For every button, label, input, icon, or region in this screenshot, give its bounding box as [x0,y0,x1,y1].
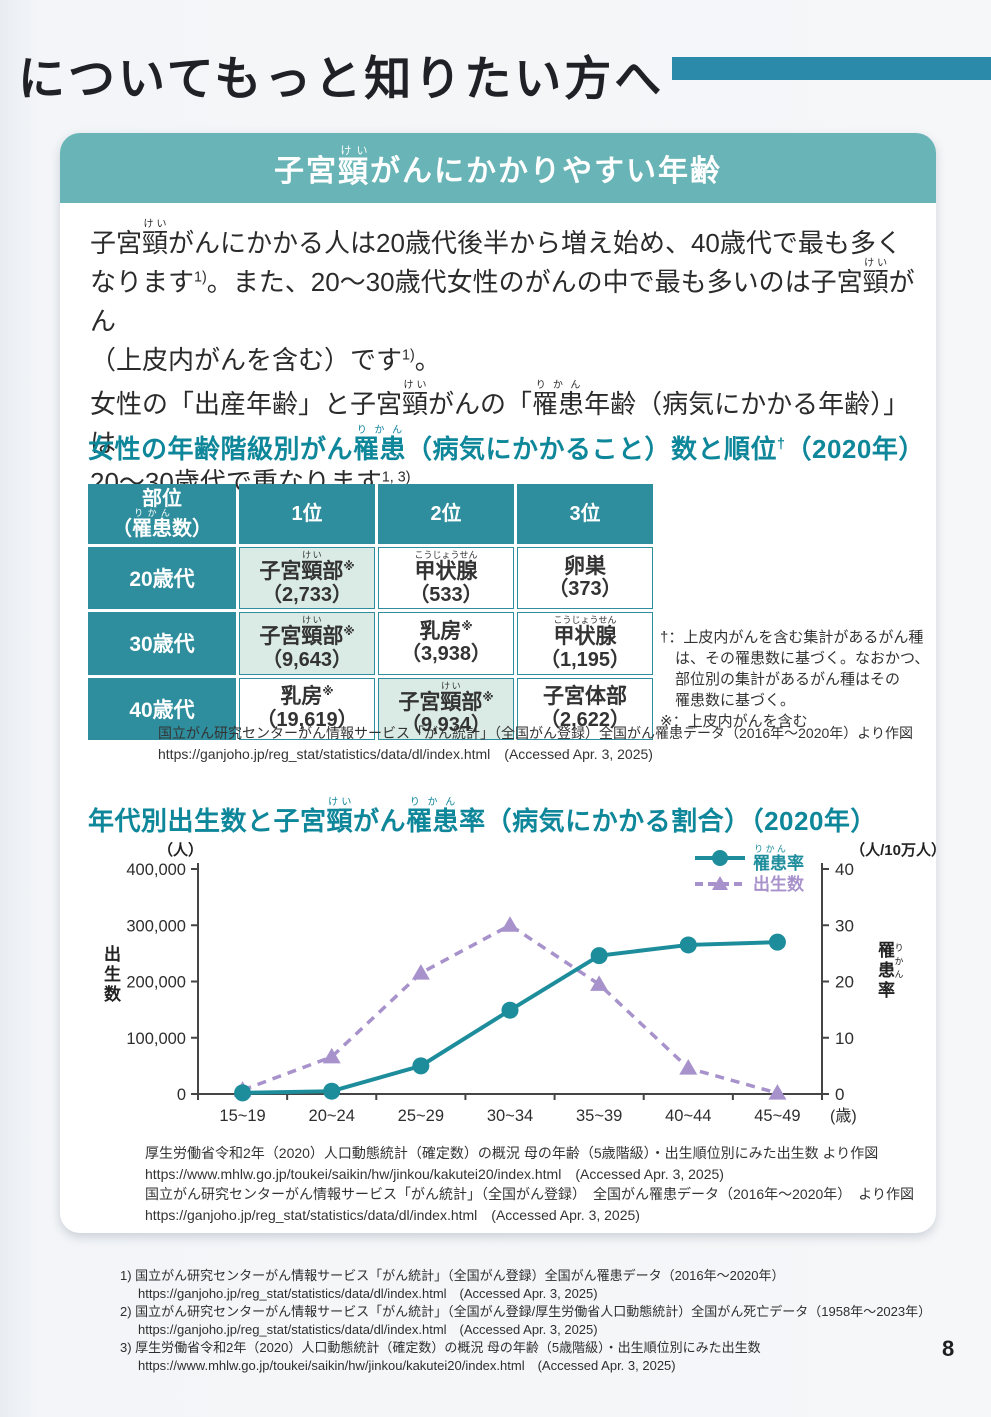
legend-item-罹患率: 罹患りかん率 [693,844,804,873]
svg-text:200,000: 200,000 [126,974,186,992]
cancer-rank-table: 部位 （罹患りかん数） 1位 2位 3位 20歳代 子宮頸けい部※ （2,733） 甲状腺こう… [85,481,656,743]
rank-cell: 子宮体部 （2,622） [517,677,653,740]
svg-text:45~49: 45~49 [754,1107,800,1125]
note-asterisk: ※：上皮内がんを含む [660,713,808,730]
rank-cell: 卵巣 （373） [517,547,653,610]
legend-label: 出生数 [753,874,804,894]
svg-text:15~19: 15~19 [219,1107,265,1125]
data-point-marker [322,1047,341,1064]
rank-cell: 乳房※ （3,938） [378,612,514,675]
column-header-rank-3: 3位 [517,484,653,544]
svg-text:400,000: 400,000 [126,861,186,879]
data-point-marker [590,947,608,965]
legend-label: 罹患りかん率 [753,844,804,873]
svg-text:40~44: 40~44 [665,1107,711,1125]
right-axis-label: 罹患 りかん率 [875,941,904,1001]
legend-item-出生数: 出生数 [693,871,804,897]
svg-text:35~39: 35~39 [576,1107,622,1125]
legend-marker-icon [695,876,745,890]
table-notes: †：上皮内がんを含む集計があるがん種 は、その罹患数に基づく。なおかつ、 部位別… [660,627,940,732]
data-point-marker [501,916,519,932]
rank-cell: 甲状腺こうじょうせん （533） [378,547,514,610]
svg-text:10: 10 [835,1029,854,1048]
column-header-rank-1: 1位 [239,484,375,544]
page-number: 8 [942,1336,955,1361]
svg-text:0: 0 [835,1085,844,1104]
svg-text:20: 20 [835,973,854,992]
svg-text:(歳): (歳) [830,1107,857,1125]
intro-text: 子宮頸けいがんにかかる人は20歳代後半から増え始め、40歳代で最も多く なります1… [90,219,920,502]
data-point-marker [768,1084,787,1100]
chart-section-title: 年代別出生数と子宮頸けいがん罹患りかん率（病気にかかる割合）（2020年） [88,797,877,836]
left-axis-label: 出生数 [101,945,120,1005]
table-row: 40歳代 乳房※ （19,619） 子宮頸けい部※ （9,934） 子宮体部 （2,622） [88,677,653,740]
age-group-cell: 20歳代 [88,547,236,610]
footnote-text: 2) 国立がん研究センターがん情報サービス「がん統計」（全国がん登録/厚生労働省… [120,1304,932,1319]
footnote-item: 1) 国立がん研究センターがん情報サービス「がん統計」（全国がん登録）全国がん罹… [120,1267,970,1303]
data-point-marker [412,1057,430,1075]
svg-text:30~34: 30~34 [487,1107,533,1125]
data-point-marker [323,1082,341,1100]
content-card: 子宮 頸けい がんにかかりやすい年齢 子宮頸けいがんにかかる人は20歳代後半から増え… [60,133,946,1233]
svg-text:20~24: 20~24 [309,1107,355,1125]
footnote-text: 3) 厚生労働省令和2年（2020）人口動態統計（確定数）の概況 母の年齢（5歳… [120,1340,761,1355]
footnote-item: 3) 厚生労働省令和2年（2020）人口動態統計（確定数）の概況 母の年齢（5歳… [120,1339,970,1375]
column-header-rank-2: 2位 [378,484,514,544]
rank-cell: 子宮頸けい部※ （2,733） [239,547,375,610]
rank-cell: 子宮頸けい部※ （9,643） [239,612,375,675]
column-header-site: 部位 （罹患りかん数） [88,484,236,544]
chart-svg: 0 100,000 200,000 300,000 400,000 0 10 20 30 40 15… [126,860,857,1125]
legend-marker-icon [695,850,745,866]
footnote-url: https://ganjoho.jp/reg_stat/statistics/d… [138,1322,598,1337]
source-line: 国立がん研究センターがん情報サービス「がん統計」（全国がん登録） 全国がん罹患デ… [145,1186,915,1202]
svg-text:0: 0 [177,1086,186,1104]
svg-text:25~29: 25~29 [398,1107,444,1125]
note-dagger: †：上皮内がんを含む集計があるがん種 は、その罹患数に基づく。なおかつ、 部位別… [660,629,930,709]
source-line: https://ganjoho.jp/reg_stat/statistics/d… [145,1206,640,1223]
age-group-cell: 30歳代 [88,612,236,675]
data-point-marker [679,936,697,954]
table-header: 部位 （罹患りかん数） 1位 2位 3位 [88,484,653,544]
data-point-marker [411,964,430,980]
rank-cell: 乳房※ （19,619） [239,677,375,740]
source-line: 厚生労働省令和2年（2020）人口動態統計（確定数）の概況 母の年齢（5歳階級）… [145,1145,879,1161]
rank-cell: 甲状腺こうじょうせん （1,195） [517,612,653,675]
table-source-citation: 国立がん研究センターがん情報サービス「がん統計」（全国がん登録）全国がん罹患デー… [158,723,928,764]
data-point-marker [234,1084,252,1102]
footnote-text: 1) 国立がん研究センターがん情報サービス「がん統計」（全国がん登録）全国がん罹… [120,1268,785,1283]
source-line: https://www.mhlw.go.jp/toukei/saikin/hw/… [145,1165,724,1182]
table-row: 20歳代 子宮頸けい部※ （2,733） 甲状腺こうじょうせん （533） 卵巣 （373） [88,547,653,610]
svg-text:30: 30 [835,916,854,935]
footnote-url: https://www.mhlw.go.jp/toukei/saikin/hw/… [138,1358,676,1373]
data-point-marker [501,1001,519,1019]
rank-cell: 子宮頸けい部※ （9,934） [378,677,514,740]
footnote-url: https://ganjoho.jp/reg_stat/statistics/d… [138,1286,598,1301]
chart-source-citation: 厚生労働省令和2年（2020）人口動態統計（確定数）の概況 母の年齢（5歳階級）… [145,1143,935,1225]
heading-accent-bar [672,57,991,80]
chart-legend: 罹患りかん率 出生数 [693,844,804,897]
birth-incidence-chart: （人） （人/10万人） 出生数 罹患 りかん率 罹患りかん率 出生数 0 100,0… [70,842,946,1141]
svg-text:300,000: 300,000 [126,917,186,935]
page-title: についてもっと知りたい方へ [18,52,665,105]
footnotes: 1) 国立がん研究センターがん情報サービス「がん統計」（全国がん登録）全国がん罹… [120,1267,970,1375]
table-row: 30歳代 子宮頸けい部※ （9,643） 乳房※ （3,938） 甲状腺こうじょうせん （1… [88,612,653,675]
intro-paragraph-1: 子宮頸けいがんにかかる人は20歳代後半から増え始め、40歳代で最も多く なります1… [90,219,915,375]
data-point-marker [590,975,609,991]
age-group-cell: 40歳代 [88,677,236,740]
data-point-marker [768,933,786,951]
card-banner-title: 子宮 頸けい がんにかかりやすい年齢 [60,133,936,203]
data-point-marker [679,1059,698,1075]
svg-text:100,000: 100,000 [126,1030,186,1048]
source-line: https://ganjoho.jp/reg_stat/statistics/d… [158,745,653,762]
source-line: 国立がん研究センターがん情報サービス「がん統計」（全国がん登録）全国がん罹患デー… [158,725,914,741]
table-section-title: 女性の年齢階級別がん罹患りかん（病気にかかること）数と順位†（2020年） [88,425,925,464]
footnote-item: 2) 国立がん研究センターがん情報サービス「がん統計」（全国がん登録/厚生労働省… [120,1303,970,1339]
svg-text:40: 40 [835,860,854,879]
left-axis-unit: （人） [158,842,204,859]
right-axis-unit: （人/10万人） [850,842,946,859]
